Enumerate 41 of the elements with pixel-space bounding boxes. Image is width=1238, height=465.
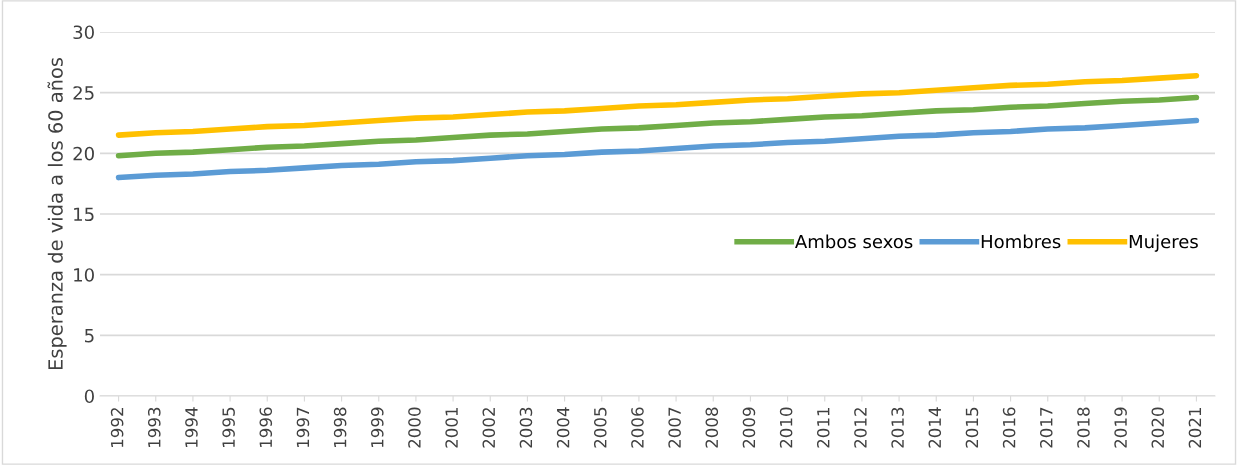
x-tick-label: 1994 — [185, 407, 198, 447]
x-tick-label: 2002 — [482, 408, 496, 448]
x-tick-label: 2012 — [854, 408, 867, 448]
x-tick-label: 2016 — [1002, 407, 1016, 448]
x-tick-label: 2007 — [668, 407, 681, 448]
x-tick-label: 1995 — [222, 407, 235, 447]
x-tick-label: 1997 — [296, 407, 310, 447]
x-tick-label: 1999 — [370, 407, 384, 447]
x-tick-label: 2014 — [928, 407, 942, 448]
x-tick-label: 2019 — [1114, 407, 1127, 448]
x-tick-label: 2011 — [816, 407, 830, 448]
x-tick-label: 1996 — [259, 407, 273, 447]
x-tick-label: 2008 — [705, 407, 719, 448]
x-tick-label: 2003 — [519, 407, 533, 448]
legend-label: Ambos sexos — [795, 234, 913, 249]
y-tick-label: 10 — [74, 268, 94, 282]
y-tick-label: 15 — [74, 207, 94, 222]
x-tick-label: 2001 — [445, 407, 458, 448]
x-tick-label: 1993 — [147, 407, 161, 447]
x-tick-label: 1992 — [110, 408, 124, 447]
x-tick-label: 2010 — [779, 407, 793, 448]
y-tick-label: 25 — [73, 86, 94, 100]
legend-label: Hombres — [981, 234, 1061, 249]
y-tick-label: 0 — [84, 389, 94, 404]
x-tick-label: 2013 — [891, 407, 904, 448]
x-tick-label: 2018 — [1077, 407, 1090, 448]
y-axis-title: Esperanza de vida a los 60 años — [47, 57, 67, 370]
x-tick-label: 2000 — [408, 407, 421, 448]
x-tick-label: 1998 — [333, 407, 347, 447]
x-tick-label: 2020 — [1151, 407, 1165, 448]
x-tick-label: 2006 — [631, 407, 644, 448]
x-tick-label: 2005 — [593, 407, 607, 448]
y-tick-label: 5 — [85, 329, 94, 343]
x-tick-label: 2021 — [1188, 407, 1202, 448]
x-tick-label: 2015 — [965, 407, 979, 448]
y-tick-label: 30 — [73, 25, 94, 40]
x-tick-label: 2009 — [742, 407, 756, 448]
y-tick-label: 20 — [73, 146, 94, 161]
legend-label: Mujeres — [1129, 234, 1198, 252]
x-tick-label: 2017 — [1039, 407, 1053, 448]
x-tick-label: 2004 — [556, 407, 570, 448]
